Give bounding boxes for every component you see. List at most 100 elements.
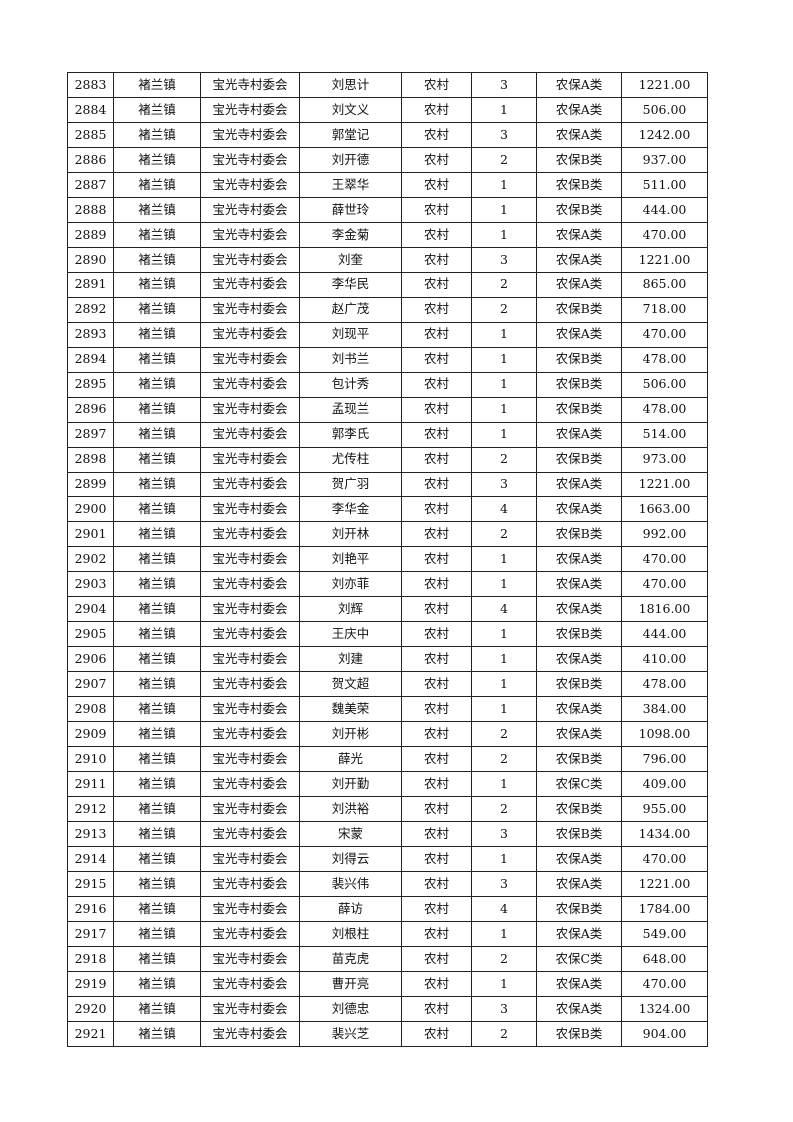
cell-category: 农保A类 [536, 72, 622, 98]
cell-name: 贺文超 [299, 671, 402, 698]
cell-amount: 865.00 [621, 271, 708, 298]
cell-committee: 宝光寺村委会 [200, 571, 300, 598]
cell-committee: 宝光寺村委会 [200, 846, 300, 872]
cell-type: 农村 [401, 821, 472, 848]
cell-name: 宋蒙 [299, 821, 402, 848]
table-row: 2898 褚兰镇 宝光寺村委会 尤传柱 农村 2 农保B类 973.00 [67, 446, 708, 473]
cell-amount: 549.00 [621, 920, 708, 947]
cell-count: 3 [471, 995, 537, 1022]
cell-count: 1 [471, 371, 537, 398]
cell-count: 1 [471, 546, 537, 573]
cell-seq: 2910 [67, 746, 114, 773]
cell-committee: 宝光寺村委会 [200, 171, 300, 198]
cell-amount: 1434.00 [621, 821, 708, 848]
cell-amount: 1221.00 [621, 246, 708, 273]
cell-name: 刘辉 [299, 596, 402, 623]
cell-count: 1 [471, 920, 537, 947]
cell-seq: 2917 [67, 920, 114, 947]
cell-committee: 宝光寺村委会 [200, 321, 300, 348]
cell-count: 3 [471, 72, 537, 98]
cell-category: 农保B类 [536, 146, 622, 173]
cell-amount: 478.00 [621, 396, 708, 423]
cell-seq: 2902 [67, 546, 114, 573]
cell-category: 农保A类 [536, 646, 622, 673]
table-row: 2904 褚兰镇 宝光寺村委会 刘辉 农村 4 农保A类 1816.00 [67, 596, 708, 623]
cell-amount: 384.00 [621, 696, 708, 723]
cell-committee: 宝光寺村委会 [200, 721, 300, 748]
table-row: 2900 褚兰镇 宝光寺村委会 李华金 农村 4 农保A类 1663.00 [67, 496, 708, 523]
table-row: 2886 褚兰镇 宝光寺村委会 刘开德 农村 2 农保B类 937.00 [67, 146, 708, 173]
cell-town: 褚兰镇 [113, 871, 201, 897]
cell-type: 农村 [401, 895, 472, 922]
cell-town: 褚兰镇 [113, 646, 201, 673]
cell-town: 褚兰镇 [113, 521, 201, 548]
cell-seq: 2890 [67, 246, 114, 273]
cell-town: 褚兰镇 [113, 221, 201, 248]
table-row: 2907 褚兰镇 宝光寺村委会 贺文超 农村 1 农保B类 478.00 [67, 671, 708, 698]
table-row: 2915 褚兰镇 宝光寺村委会 裴兴伟 农村 3 农保A类 1221.00 [67, 871, 708, 897]
table-row: 2910 褚兰镇 宝光寺村委会 薛光 农村 2 农保B类 796.00 [67, 746, 708, 773]
table-row: 2895 褚兰镇 宝光寺村委会 包计秀 农村 1 农保B类 506.00 [67, 371, 708, 398]
cell-committee: 宝光寺村委会 [200, 521, 300, 548]
cell-town: 褚兰镇 [113, 970, 201, 997]
table-row: 2901 褚兰镇 宝光寺村委会 刘开林 农村 2 农保B类 992.00 [67, 521, 708, 548]
cell-name: 李金菊 [299, 221, 402, 248]
cell-town: 褚兰镇 [113, 371, 201, 398]
cell-committee: 宝光寺村委会 [200, 945, 300, 972]
table-row: 2896 褚兰镇 宝光寺村委会 孟现兰 农村 1 农保B类 478.00 [67, 396, 708, 423]
cell-seq: 2918 [67, 945, 114, 972]
cell-count: 1 [471, 346, 537, 373]
cell-town: 褚兰镇 [113, 496, 201, 523]
cell-category: 农保B类 [536, 671, 622, 698]
cell-committee: 宝光寺村委会 [200, 621, 300, 648]
cell-count: 2 [471, 746, 537, 773]
table-row: 2921 褚兰镇 宝光寺村委会 裴兴芝 农村 2 农保B类 904.00 [67, 1020, 708, 1047]
cell-category: 农保A类 [536, 970, 622, 997]
cell-amount: 796.00 [621, 746, 708, 773]
table-row: 2919 褚兰镇 宝光寺村委会 曹开亮 农村 1 农保A类 470.00 [67, 970, 708, 997]
cell-category: 农保C类 [536, 945, 622, 972]
cell-count: 1 [471, 196, 537, 223]
cell-type: 农村 [401, 721, 472, 748]
cell-committee: 宝光寺村委会 [200, 246, 300, 273]
allowance-table: 2883 褚兰镇 宝光寺村委会 刘思计 农村 3 农保A类 1221.00 2884 褚兰镇 宝光寺… [67, 72, 708, 1047]
cell-committee: 宝光寺村委会 [200, 746, 300, 773]
cell-seq: 2892 [67, 296, 114, 323]
cell-count: 1 [471, 171, 537, 198]
cell-town: 褚兰镇 [113, 821, 201, 848]
table-row: 2918 褚兰镇 宝光寺村委会 苗克虎 农村 2 农保C类 648.00 [67, 945, 708, 972]
cell-amount: 444.00 [621, 621, 708, 648]
cell-amount: 1098.00 [621, 721, 708, 748]
cell-count: 1 [471, 646, 537, 673]
cell-type: 农村 [401, 970, 472, 997]
cell-type: 农村 [401, 920, 472, 947]
cell-category: 农保A类 [536, 721, 622, 748]
cell-count: 2 [471, 146, 537, 173]
cell-name: 王庆中 [299, 621, 402, 648]
cell-name: 薛光 [299, 746, 402, 773]
table-row: 2909 褚兰镇 宝光寺村委会 刘开彬 农村 2 农保A类 1098.00 [67, 721, 708, 748]
cell-committee: 宝光寺村委会 [200, 796, 300, 823]
cell-town: 褚兰镇 [113, 721, 201, 748]
cell-committee: 宝光寺村委会 [200, 296, 300, 323]
cell-category: 农保B类 [536, 346, 622, 373]
cell-town: 褚兰镇 [113, 196, 201, 223]
cell-amount: 478.00 [621, 346, 708, 373]
cell-type: 农村 [401, 96, 472, 123]
cell-seq: 2901 [67, 521, 114, 548]
cell-category: 农保A类 [536, 246, 622, 273]
cell-count: 1 [471, 970, 537, 997]
cell-seq: 2907 [67, 671, 114, 698]
cell-seq: 2897 [67, 421, 114, 448]
cell-committee: 宝光寺村委会 [200, 121, 300, 148]
cell-seq: 2914 [67, 846, 114, 872]
cell-amount: 1663.00 [621, 496, 708, 523]
cell-seq: 2891 [67, 271, 114, 298]
cell-name: 刘亦菲 [299, 571, 402, 598]
cell-type: 农村 [401, 296, 472, 323]
cell-name: 李华民 [299, 271, 402, 298]
cell-committee: 宝光寺村委会 [200, 72, 300, 98]
cell-category: 农保B类 [536, 171, 622, 198]
cell-seq: 2909 [67, 721, 114, 748]
cell-amount: 514.00 [621, 421, 708, 448]
